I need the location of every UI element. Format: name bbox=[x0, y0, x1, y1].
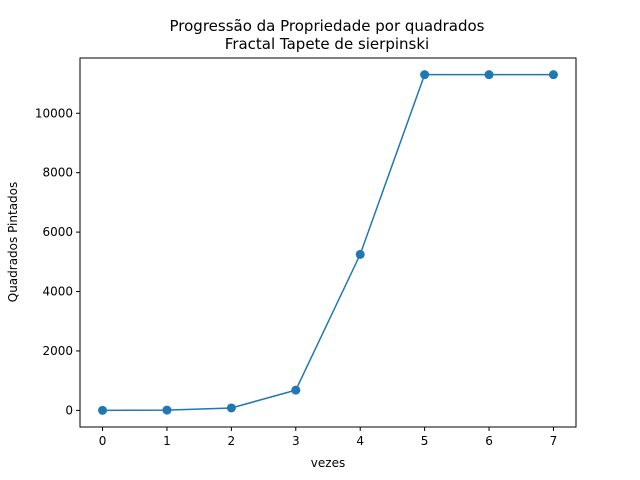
x-tick-label: 0 bbox=[99, 434, 107, 448]
y-axis-label: Quadrados Pintados bbox=[6, 182, 20, 303]
x-tick-label: 7 bbox=[550, 434, 558, 448]
data-point bbox=[162, 405, 172, 415]
x-axis: 0 1 2 3 4 5 6 7 bbox=[99, 427, 558, 448]
y-tick-label: 6000 bbox=[42, 225, 73, 239]
data-point bbox=[291, 385, 301, 395]
x-tick-label: 6 bbox=[485, 434, 493, 448]
x-tick-label: 5 bbox=[421, 434, 429, 448]
y-tick-label: 2000 bbox=[42, 344, 73, 358]
series-layer bbox=[98, 70, 558, 415]
x-tick-label: 1 bbox=[163, 434, 171, 448]
y-tick-label: 0 bbox=[65, 403, 73, 417]
series-line bbox=[102, 73, 554, 412]
x-tick-label: 4 bbox=[356, 434, 364, 448]
data-point bbox=[420, 70, 430, 80]
data-point bbox=[226, 403, 236, 413]
plot-area-frame bbox=[79, 57, 577, 428]
x-tick-label: 2 bbox=[228, 434, 236, 448]
data-point bbox=[98, 405, 108, 415]
data-point bbox=[548, 70, 558, 80]
y-tick-label: 4000 bbox=[42, 285, 73, 299]
x-axis-label: vezes bbox=[311, 456, 345, 470]
y-tick-label: 8000 bbox=[42, 166, 73, 180]
y-axis: 0 2000 4000 6000 8000 10000 bbox=[35, 106, 80, 417]
x-tick-label: 3 bbox=[292, 434, 300, 448]
chart-title: Progressão da Propriedade por quadrados bbox=[170, 17, 485, 35]
chart-subtitle: Fractal Tapete de sierpinski bbox=[225, 35, 429, 53]
data-point bbox=[484, 70, 494, 80]
data-point bbox=[355, 249, 365, 259]
y-tick-label: 10000 bbox=[35, 106, 73, 120]
